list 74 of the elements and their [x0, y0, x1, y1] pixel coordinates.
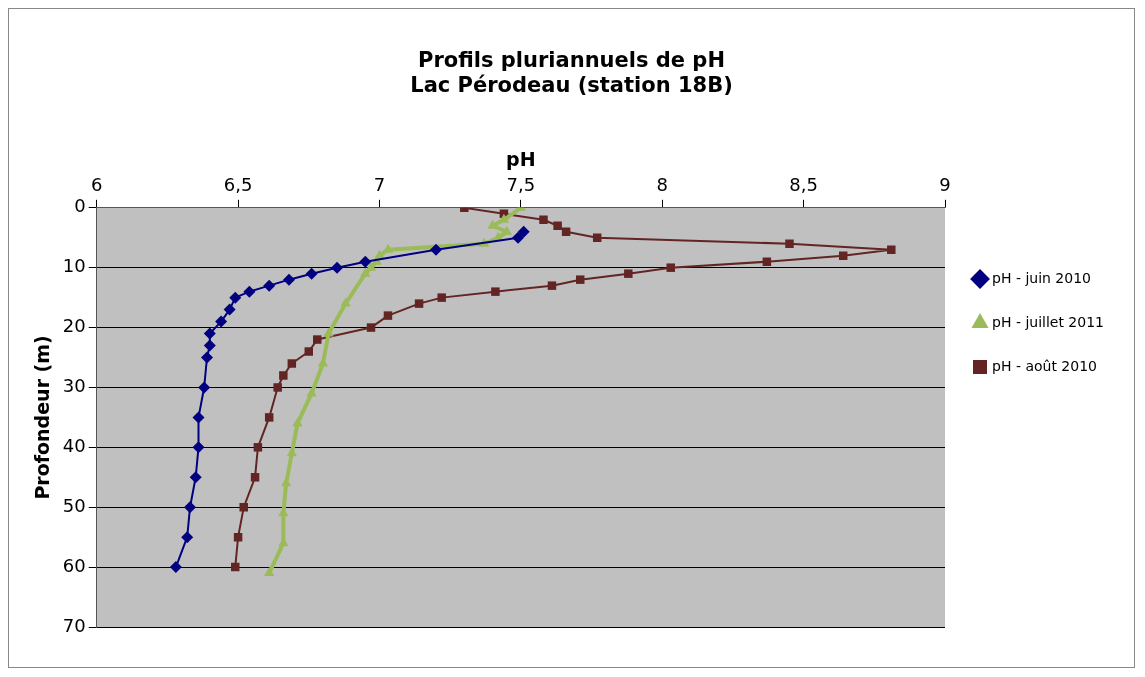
point — [762, 257, 772, 266]
point — [666, 263, 675, 272]
point — [437, 293, 446, 302]
point — [287, 359, 297, 368]
point — [512, 231, 525, 244]
point — [229, 291, 242, 304]
x-tick-label: 6 — [90, 173, 103, 195]
point — [501, 225, 512, 235]
y-tick-label: 50 — [62, 494, 86, 516]
point — [203, 339, 216, 352]
point — [198, 381, 211, 394]
point — [624, 269, 633, 278]
point — [273, 383, 282, 392]
point — [547, 281, 557, 290]
y-tick-label: 10 — [62, 255, 86, 277]
legend-label: pH - août 2010 — [992, 357, 1097, 374]
point — [200, 351, 213, 364]
point — [576, 275, 585, 284]
point — [292, 417, 303, 427]
y-tick-label: 30 — [62, 375, 86, 397]
point — [553, 221, 562, 231]
y-axis-title: Profondeur (m) — [31, 335, 54, 500]
x-tick-label: 9 — [939, 173, 951, 195]
point — [263, 279, 276, 292]
point — [304, 347, 314, 356]
point — [838, 251, 848, 260]
chart-title: Profils pluriannuels de pH Lac Pérodeau (station 18B) — [410, 48, 733, 98]
y-tick-label: 40 — [62, 435, 86, 457]
point — [313, 335, 322, 344]
legend-label: pH - juillet 2011 — [992, 313, 1104, 330]
x-tick-label: 8,5 — [789, 173, 818, 195]
y-tick-label: 0 — [74, 195, 86, 217]
point — [282, 273, 295, 286]
point — [331, 261, 344, 274]
point — [359, 255, 372, 268]
point — [383, 311, 393, 320]
point — [189, 471, 202, 484]
point — [539, 215, 548, 225]
y-tick-label: 70 — [62, 614, 86, 636]
point — [323, 327, 334, 337]
point — [365, 261, 377, 271]
y-tick-label: 60 — [62, 554, 86, 576]
point — [264, 413, 274, 422]
point — [243, 285, 256, 298]
point — [215, 315, 228, 328]
point — [785, 239, 794, 248]
x-tick-label: 7,5 — [506, 173, 536, 195]
point — [430, 243, 443, 256]
point — [223, 303, 236, 316]
x-tick-label: 6,5 — [223, 173, 253, 195]
point — [517, 225, 530, 238]
point — [366, 323, 376, 332]
x-tick-label: 7 — [373, 173, 386, 195]
point — [250, 473, 260, 482]
point — [184, 501, 197, 514]
point — [305, 267, 318, 280]
x-axis-title: pH — [506, 147, 536, 170]
point — [360, 267, 371, 277]
point — [253, 443, 263, 452]
x-tick-label: 8 — [656, 173, 668, 195]
point — [181, 531, 194, 544]
point — [231, 562, 240, 572]
y-tick-label: 20 — [62, 315, 86, 337]
point — [203, 327, 216, 340]
point — [279, 371, 288, 380]
point — [491, 287, 500, 296]
point — [887, 245, 896, 254]
point — [414, 299, 424, 308]
legend-label: pH - juin 2010 — [992, 269, 1091, 286]
point — [169, 561, 182, 574]
point — [264, 567, 275, 577]
point — [192, 441, 205, 454]
point — [192, 411, 205, 424]
point — [340, 297, 351, 307]
